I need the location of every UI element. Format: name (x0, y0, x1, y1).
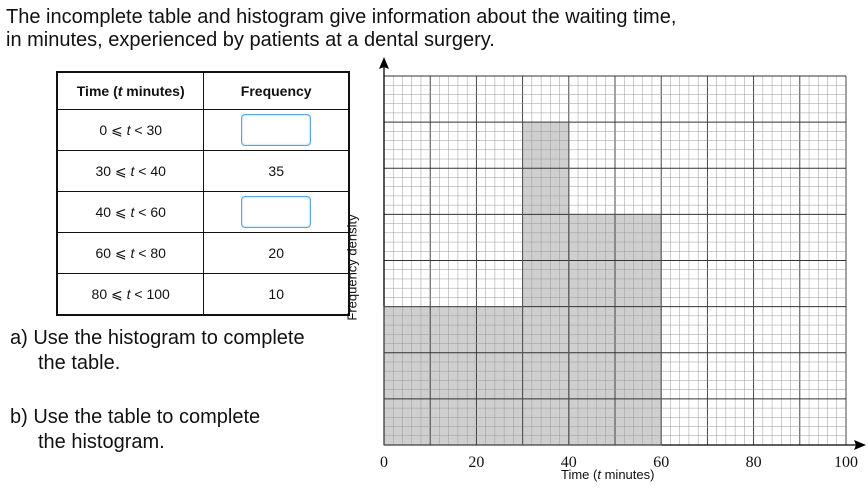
frequency-table: Time (t minutes) Frequency 0 ⩽ t < 30 30… (56, 71, 350, 316)
table-row: 60 ⩽ t < 80 20 (56, 232, 350, 274)
x-axis-label: Time (t minutes) (561, 467, 655, 482)
x-tick-label: 0 (380, 454, 388, 471)
frequency-cell: 20 (203, 232, 350, 274)
table-row: 0 ⩽ t < 30 (56, 109, 350, 151)
y-axis-label: Frequency density (344, 214, 360, 321)
interval-cell: 40 ⩽ t < 60 (56, 191, 205, 233)
x-tick-label: 20 (468, 454, 485, 471)
histogram-bar (522, 122, 569, 445)
interval-cell: 60 ⩽ t < 80 (56, 232, 205, 274)
intro-text: The incomplete table and histogram give … (6, 6, 856, 52)
question-a-line-1: a) Use the histogram to complete (10, 327, 305, 349)
question-b: b) Use the table to complete the histogr… (10, 405, 260, 455)
table-row: 30 ⩽ t < 40 35 (56, 150, 350, 192)
interval-cell: 80 ⩽ t < 100 (56, 273, 205, 316)
question-b-line-1: b) Use the table to complete (10, 406, 261, 428)
frequency-cell (203, 109, 350, 151)
question-b-line-2: the histogram. (38, 431, 165, 453)
question-a: a) Use the histogram to complete the tab… (10, 326, 305, 376)
x-tick-label: 100 (834, 454, 858, 471)
intro-line-1: The incomplete table and histogram give … (6, 6, 677, 28)
x-tick-label: 60 (653, 454, 670, 471)
frequency-answer-input-0-30[interactable] (241, 114, 312, 146)
table-row: 80 ⩽ t < 100 10 (56, 273, 350, 316)
histogram-bar-outline (568, 213, 662, 446)
x-axis-arrow (854, 440, 866, 450)
x-tick-label: 80 (745, 454, 762, 471)
histogram-bar (384, 306, 523, 445)
table-row: 40 ⩽ t < 60 (56, 191, 350, 233)
question-a-line-2: the table. (38, 352, 121, 374)
frequency-cell: 35 (203, 150, 350, 192)
frequency-answer-input-40-60[interactable] (241, 196, 312, 228)
frequency-cell: 10 (203, 273, 350, 316)
interval-cell: 0 ⩽ t < 30 (56, 109, 205, 151)
y-axis-arrow (379, 57, 389, 69)
x-tick-label: 40 (560, 454, 577, 471)
intro-line-2: in minutes, experienced by patients at a… (6, 29, 495, 51)
